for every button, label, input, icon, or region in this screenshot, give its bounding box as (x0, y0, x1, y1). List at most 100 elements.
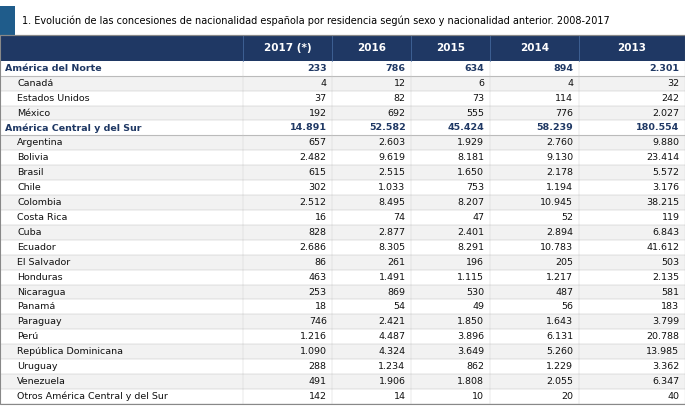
Text: 828: 828 (309, 228, 327, 237)
Text: 5.260: 5.260 (547, 347, 573, 356)
Text: 196: 196 (466, 258, 484, 267)
Text: 38.215: 38.215 (647, 198, 680, 207)
Text: 32: 32 (667, 79, 680, 88)
Text: El Salvador: El Salvador (17, 258, 71, 267)
Bar (0, 299, 685, 315)
Text: 1.929: 1.929 (458, 138, 484, 147)
Text: 530: 530 (466, 288, 484, 297)
Bar (0, 35, 685, 61)
Text: 8.207: 8.207 (458, 198, 484, 207)
Text: 58.239: 58.239 (536, 124, 573, 133)
Text: 8.291: 8.291 (458, 243, 484, 252)
Text: 8.181: 8.181 (458, 153, 484, 162)
Text: 3.649: 3.649 (457, 347, 484, 356)
Text: 2.178: 2.178 (547, 168, 573, 177)
Text: 261: 261 (388, 258, 406, 267)
Bar (0, 255, 685, 270)
Text: 288: 288 (309, 362, 327, 371)
Text: 52: 52 (561, 213, 573, 222)
Text: 4: 4 (567, 79, 573, 88)
Text: 183: 183 (662, 302, 680, 311)
Text: 47: 47 (472, 213, 484, 222)
Text: 1.906: 1.906 (379, 377, 406, 386)
Text: 4.487: 4.487 (379, 332, 406, 341)
Text: 41.612: 41.612 (647, 243, 680, 252)
Text: 1.115: 1.115 (458, 273, 484, 282)
Text: 2017 (*): 2017 (*) (264, 43, 312, 53)
Bar (0, 240, 685, 255)
Text: Perú: Perú (17, 332, 38, 341)
Text: 894: 894 (553, 64, 573, 73)
Text: 74: 74 (393, 213, 406, 222)
Text: 491: 491 (309, 377, 327, 386)
Bar (0, 165, 685, 180)
Text: 2014: 2014 (520, 43, 549, 53)
Text: Canadá: Canadá (17, 79, 53, 88)
Text: Colombia: Colombia (17, 198, 62, 207)
Text: 16: 16 (314, 213, 327, 222)
Text: 657: 657 (309, 138, 327, 147)
Text: 2.515: 2.515 (379, 168, 406, 177)
Text: 2.401: 2.401 (458, 228, 484, 237)
Text: 6: 6 (478, 79, 484, 88)
Text: 869: 869 (388, 288, 406, 297)
Bar (0, 195, 685, 210)
Text: 5.572: 5.572 (653, 168, 680, 177)
Text: 786: 786 (386, 64, 406, 73)
Text: Estados Unidos: Estados Unidos (17, 93, 90, 102)
Text: Honduras: Honduras (17, 273, 63, 282)
Text: 10: 10 (472, 392, 484, 401)
Bar (0, 91, 685, 106)
Text: 746: 746 (309, 317, 327, 326)
Text: 119: 119 (662, 213, 680, 222)
Text: 776: 776 (556, 109, 573, 118)
Text: 52.582: 52.582 (369, 124, 406, 133)
Text: México: México (17, 109, 50, 118)
Text: 3.896: 3.896 (457, 332, 484, 341)
Text: Ecuador: Ecuador (17, 243, 56, 252)
Text: 14: 14 (393, 392, 406, 401)
Text: 40: 40 (667, 392, 680, 401)
Text: 9.619: 9.619 (379, 153, 406, 162)
Text: 20: 20 (561, 392, 573, 401)
Text: 4: 4 (321, 79, 327, 88)
Text: 1.808: 1.808 (458, 377, 484, 386)
Text: 503: 503 (662, 258, 680, 267)
Text: Panamá: Panamá (17, 302, 55, 311)
Text: 233: 233 (307, 64, 327, 73)
Text: 10.945: 10.945 (540, 198, 573, 207)
Bar (0, 284, 685, 299)
Text: América del Norte: América del Norte (5, 64, 102, 73)
Text: 1.643: 1.643 (546, 317, 573, 326)
Text: 14.891: 14.891 (290, 124, 327, 133)
Text: 2.135: 2.135 (652, 273, 680, 282)
Text: 86: 86 (314, 258, 327, 267)
Text: 180.554: 180.554 (636, 124, 680, 133)
Text: 1. Evolución de las concesiones de nacionalidad española por residencia según se: 1. Evolución de las concesiones de nacio… (22, 16, 610, 26)
Text: Brasil: Brasil (17, 168, 44, 177)
Text: 73: 73 (472, 93, 484, 102)
Bar (0, 315, 685, 329)
Text: 1.234: 1.234 (378, 362, 406, 371)
Text: 1.194: 1.194 (547, 183, 573, 192)
Text: 1.850: 1.850 (458, 317, 484, 326)
Bar (0, 120, 685, 135)
Text: 1.229: 1.229 (547, 362, 573, 371)
Bar (0, 359, 685, 374)
Text: 487: 487 (556, 288, 573, 297)
Text: Chile: Chile (17, 183, 41, 192)
Bar (0, 150, 685, 165)
Text: 37: 37 (314, 93, 327, 102)
Text: 2.301: 2.301 (649, 64, 680, 73)
Text: 753: 753 (466, 183, 484, 192)
Text: 1.216: 1.216 (300, 332, 327, 341)
Text: 9.130: 9.130 (546, 153, 573, 162)
Bar (0, 135, 685, 150)
Text: 1.090: 1.090 (300, 347, 327, 356)
Text: 463: 463 (309, 273, 327, 282)
Text: 2.027: 2.027 (653, 109, 680, 118)
Text: 2015: 2015 (436, 43, 465, 53)
Text: Otros América Central y del Sur: Otros América Central y del Sur (17, 392, 168, 401)
Text: 2.877: 2.877 (379, 228, 406, 237)
Text: 192: 192 (309, 109, 327, 118)
